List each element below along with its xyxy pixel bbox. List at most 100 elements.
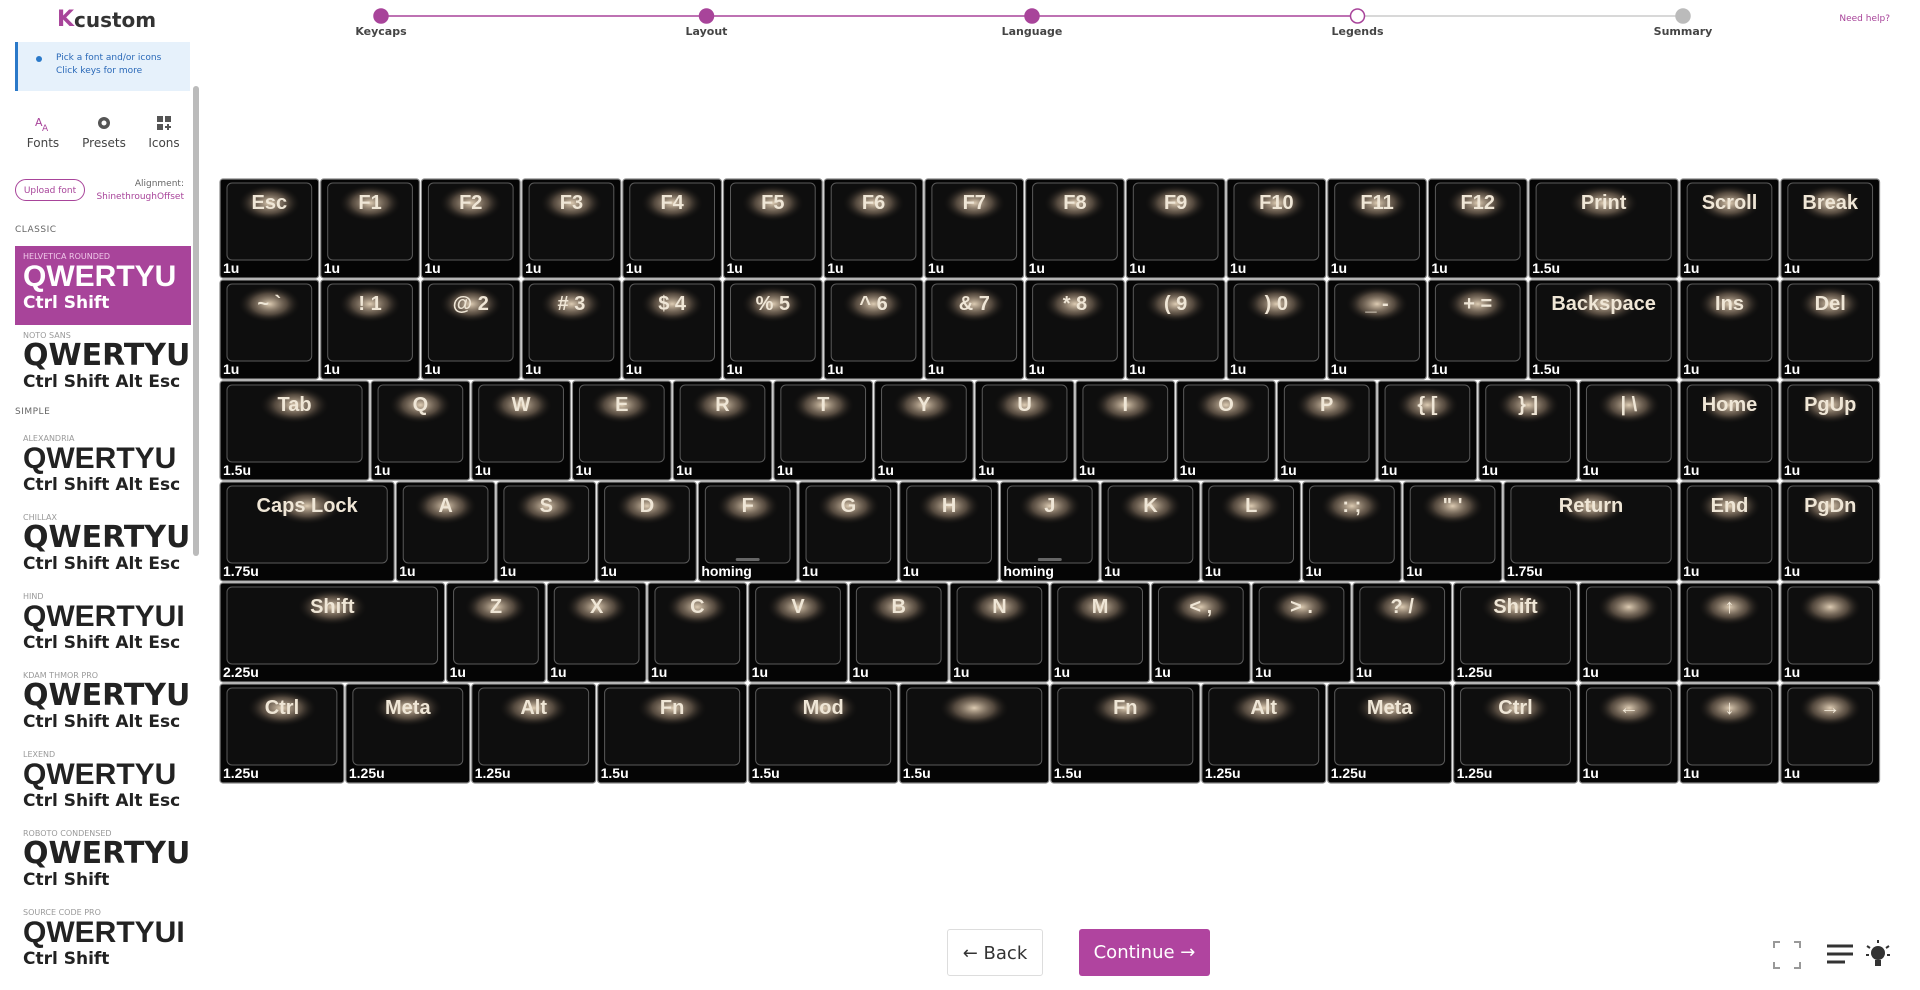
key[interactable]: ? / 1u	[1352, 582, 1453, 683]
key[interactable]: > . 1u	[1251, 582, 1352, 683]
key[interactable]: D 1u	[597, 481, 697, 582]
continue-button[interactable]: Continue →	[1079, 929, 1210, 976]
fullscreen-icon[interactable]	[1773, 941, 1801, 969]
key[interactable]: N 1u	[949, 582, 1050, 683]
key[interactable]: Ins 1u	[1679, 279, 1780, 380]
key[interactable]: # 3 1u	[521, 279, 622, 380]
key[interactable]: F6 1u	[823, 178, 924, 279]
back-button[interactable]: ← Back	[947, 929, 1043, 976]
key[interactable]: $ 4 1u	[622, 279, 723, 380]
upload-button[interactable]: Upload font	[15, 179, 85, 201]
font-item[interactable]: CHILLAX QWERTYU Ctrl Shift Alt Esc	[15, 507, 191, 586]
key[interactable]: F7 1u	[924, 178, 1025, 279]
key[interactable]: 1.5u	[899, 683, 1050, 784]
key[interactable]: PgUp 1u	[1780, 380, 1881, 481]
key[interactable]: T 1u	[773, 380, 874, 481]
key[interactable]: K 1u	[1100, 481, 1201, 582]
key[interactable]: Z 1u	[445, 582, 546, 683]
font-item[interactable]: HIND QWERTYUI Ctrl Shift Alt Esc	[15, 586, 191, 665]
font-item[interactable]: KDAM THMOR PRO QWERTYUI Ctrl Shift Alt Esc	[15, 665, 191, 744]
key[interactable]: F12 1u	[1427, 178, 1528, 279]
font-item[interactable]: HELVETICA ROUNDED QWERTYU Ctrl Shift	[15, 246, 191, 325]
key[interactable]: 1u	[1780, 582, 1881, 683]
key[interactable]: Caps Lock 1.75u	[219, 481, 395, 582]
key[interactable]: F3 1u	[521, 178, 622, 279]
key[interactable]: P 1u	[1276, 380, 1377, 481]
key[interactable]: @ 2 1u	[420, 279, 521, 380]
key[interactable]: Fn 1.5u	[597, 683, 748, 784]
key[interactable]: Alt 1.25u	[471, 683, 597, 784]
key[interactable]: { [1u	[1377, 380, 1478, 481]
key[interactable]: Fn 1.5u	[1050, 683, 1201, 784]
key[interactable]: B 1u	[848, 582, 949, 683]
key[interactable]: G 1u	[798, 481, 899, 582]
key[interactable]: ) 0 1u	[1226, 279, 1327, 380]
key[interactable]: + = 1u	[1427, 279, 1528, 380]
key[interactable]: S 1u	[496, 481, 597, 582]
key[interactable]: End 1u	[1679, 481, 1780, 582]
key[interactable]: ~ ` 1u	[219, 279, 320, 380]
key[interactable]: | \ 1u	[1578, 380, 1679, 481]
key[interactable]: : ; 1u	[1301, 481, 1402, 582]
font-item[interactable]: LEXEND QWERTYU Ctrl Shift Alt Esc	[15, 744, 191, 823]
key[interactable]: % 5 1u	[722, 279, 823, 380]
key[interactable]: F5 1u	[722, 178, 823, 279]
menu-icon[interactable]	[1827, 944, 1853, 964]
key[interactable]: → 1u	[1780, 683, 1881, 784]
key[interactable]: X 1u	[546, 582, 647, 683]
key[interactable]: Scroll 1u	[1679, 178, 1780, 279]
key[interactable]: } ] 1u	[1478, 380, 1579, 481]
key[interactable]: Ctrl 1.25u	[1452, 683, 1579, 784]
key[interactable]: * 8 1u	[1024, 279, 1125, 380]
key[interactable]: W 1u	[471, 380, 572, 481]
key[interactable]: Y 1u	[873, 380, 974, 481]
key[interactable]: E 1u	[571, 380, 672, 481]
key[interactable]: Del 1u	[1780, 279, 1881, 380]
tab[interactable]: A A Fonts	[13, 114, 73, 150]
key[interactable]: PgDn 1u	[1780, 481, 1881, 582]
font-item[interactable]: ROBOTO CONDENSEDQWERTYUIOPCtrl Shift	[15, 823, 191, 902]
key[interactable]: ( 9 1u	[1125, 279, 1226, 380]
key[interactable]: ^ 6 1u	[823, 279, 924, 380]
key[interactable]: Alt 1.25u	[1201, 683, 1327, 784]
key[interactable]: C 1u	[647, 582, 748, 683]
key[interactable]: ← 1u	[1578, 683, 1679, 784]
key[interactable]: Shift 2.25u	[219, 582, 446, 683]
key[interactable]: Mod 1.5u	[748, 683, 899, 784]
key[interactable]: L 1u	[1201, 481, 1302, 582]
key[interactable]: Meta 1.25u	[1327, 683, 1453, 784]
key[interactable]: < , 1u	[1150, 582, 1251, 683]
key[interactable]: " ' 1u	[1402, 481, 1503, 582]
key[interactable]: Meta 1.25u	[345, 683, 471, 784]
key[interactable]: 1u	[1578, 582, 1679, 683]
key[interactable]: V 1u	[748, 582, 848, 683]
tab[interactable]: Icons	[134, 114, 194, 150]
key[interactable]: I 1u	[1075, 380, 1176, 481]
key[interactable]: Shift 1.25u	[1452, 582, 1579, 683]
key[interactable]: M 1u	[1050, 582, 1151, 683]
font-item[interactable]: ALEXANDRIA QWERTYU Ctrl Shift Alt Esc	[15, 428, 191, 507]
key[interactable]: H 1u	[899, 481, 1000, 582]
key[interactable]: U 1u	[974, 380, 1075, 481]
key[interactable]: ! 1 1u	[320, 279, 421, 380]
key[interactable]: F11 1u	[1327, 178, 1427, 279]
key[interactable]: O 1u	[1176, 380, 1276, 481]
key[interactable]: Home 1u	[1679, 380, 1780, 481]
help-link[interactable]: Need help?	[1839, 14, 1890, 24]
key[interactable]: Print 1.5u	[1528, 178, 1679, 279]
key[interactable]: Esc 1u	[219, 178, 320, 279]
key[interactable]: F2 1u	[420, 178, 521, 279]
key[interactable]: ↓ 1u	[1679, 683, 1780, 784]
key[interactable]: F8 1u	[1024, 178, 1125, 279]
key[interactable]: Ctrl 1.25u	[219, 683, 345, 784]
key[interactable]: ↑ 1u	[1679, 582, 1780, 683]
key[interactable]: Break 1u	[1780, 178, 1881, 279]
key[interactable]: F4 1u	[622, 178, 723, 279]
font-item[interactable]: SOURCE CODE PRO QWERTYUI Ctrl Shift	[15, 902, 191, 981]
key[interactable]: & 7 1u	[924, 279, 1025, 380]
key[interactable]: R 1u	[672, 380, 773, 481]
tab[interactable]: Presets	[74, 114, 134, 150]
key[interactable]: A 1u	[395, 481, 496, 582]
